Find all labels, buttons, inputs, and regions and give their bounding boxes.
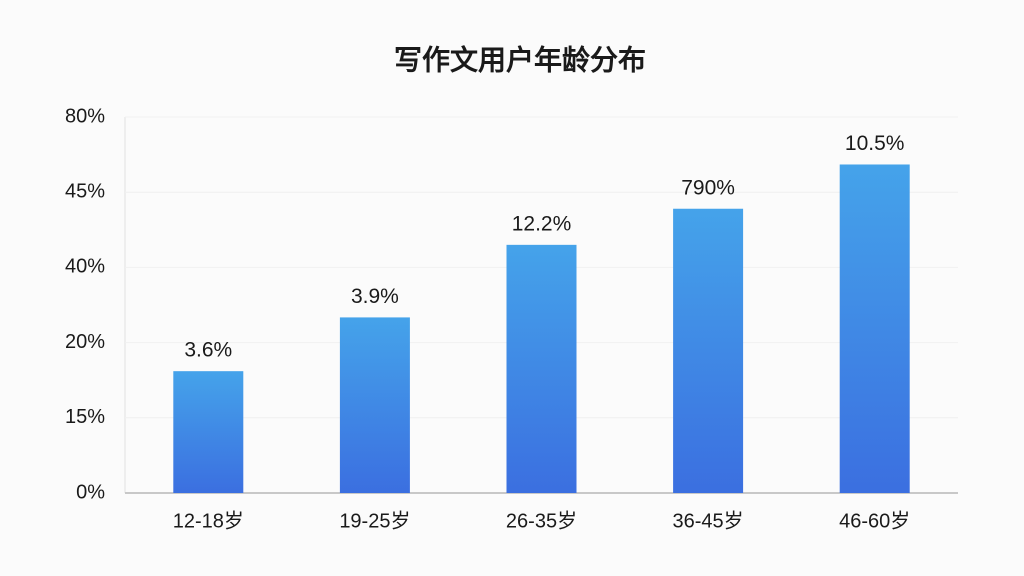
bar-annotation: 12.2% xyxy=(512,212,572,235)
y-tick-label: 0% xyxy=(76,481,105,503)
x-tick-label: 46-60岁 xyxy=(839,509,910,532)
bar xyxy=(839,164,910,493)
bar xyxy=(339,317,410,493)
y-tick-label: 80% xyxy=(65,105,105,127)
x-tick-label: 26-35岁 xyxy=(506,509,577,532)
x-tick-label: 12-18岁 xyxy=(173,509,244,532)
chart-title: 写作文用户年龄分布 xyxy=(394,43,646,75)
bar xyxy=(673,208,744,493)
bar xyxy=(506,244,577,493)
x-tick-label: 36-45岁 xyxy=(673,509,744,532)
bar-annotation: 3.9% xyxy=(351,285,399,308)
y-tick-label: 45% xyxy=(65,180,105,202)
bar-annotation: 10.5% xyxy=(845,132,905,155)
y-tick-label: 40% xyxy=(65,256,105,278)
y-tick-label: 20% xyxy=(65,331,105,353)
x-tick-label: 19-25岁 xyxy=(339,509,410,532)
bar xyxy=(173,371,244,493)
y-tick-label: 15% xyxy=(65,406,105,428)
bar-annotation: 3.6% xyxy=(184,339,232,362)
bar-annotation: 790% xyxy=(681,176,735,199)
